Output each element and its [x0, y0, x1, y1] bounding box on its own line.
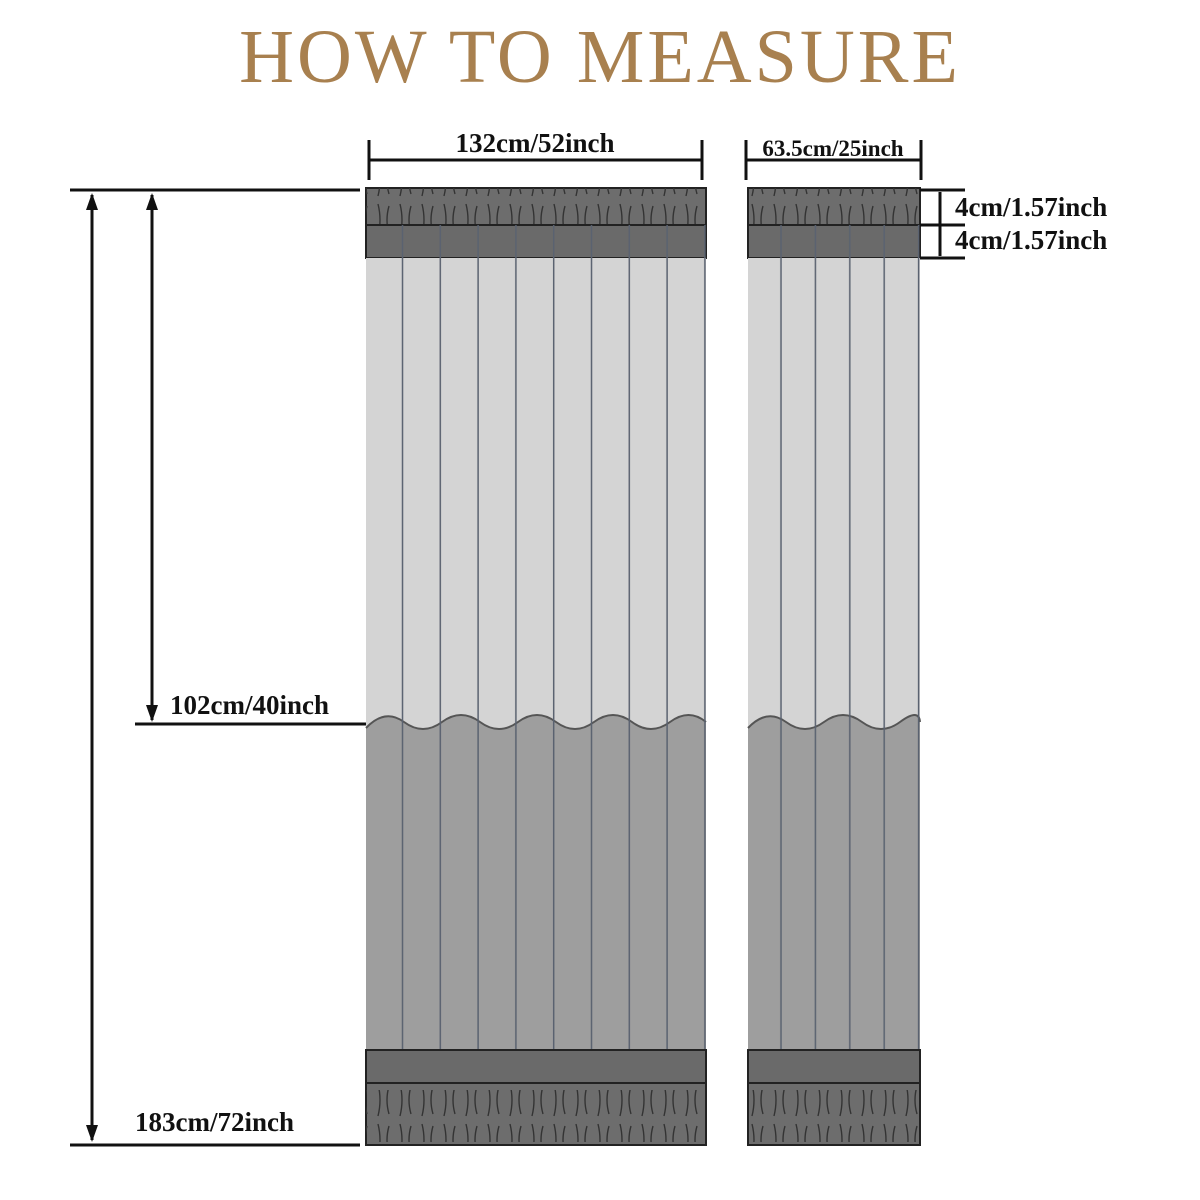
- title: HOW TO MEASURE: [239, 15, 961, 99]
- wide-curtain: [365, 187, 707, 1146]
- width-label: 132cm/52inch: [456, 128, 615, 158]
- dimension-lines: [70, 140, 965, 1147]
- height-label: 102cm/40inch: [170, 690, 329, 720]
- narrow-curtain: [747, 187, 921, 1146]
- height-label: 183cm/72inch: [135, 1107, 294, 1137]
- header-label: 4cm/1.57inch: [955, 225, 1107, 255]
- width-label: 63.5cm/25inch: [762, 136, 903, 161]
- rod-pocket-label: 4cm/1.57inch: [955, 192, 1107, 222]
